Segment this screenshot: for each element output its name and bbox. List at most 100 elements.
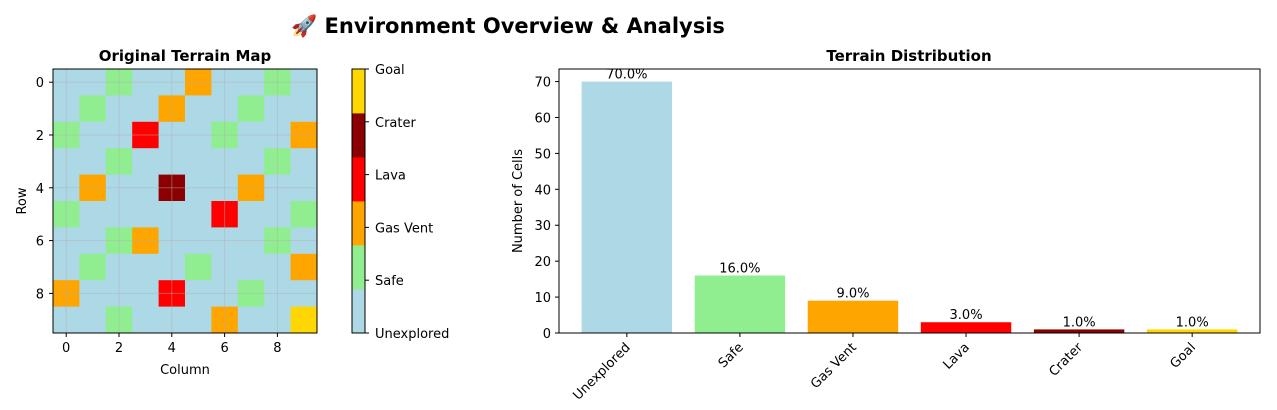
- terrain-cell-unexplored: [185, 306, 212, 334]
- terrain-cell-unexplored: [264, 174, 291, 202]
- terrain-cell-unexplored: [290, 227, 318, 255]
- bar-y-tick-label: 60: [534, 111, 551, 126]
- terrain-map-x-tick-label: 2: [115, 341, 123, 356]
- terrain-map-y-tick-label: 0: [36, 76, 44, 91]
- terrain-cell-unexplored: [237, 69, 265, 96]
- terrain-cell-safe: [105, 306, 133, 334]
- colorbar-tick-label: Gas Vent: [375, 221, 433, 236]
- bar-data-label: 70.0%: [606, 68, 647, 83]
- terrain-cell-unexplored: [105, 280, 133, 307]
- terrain-cell-unexplored: [211, 69, 239, 96]
- terrain-cell-unexplored: [53, 253, 80, 281]
- bar-x-tick-label: Crater: [1046, 340, 1086, 380]
- colorbar-ticks: Unexplored Safe Gas Vent Lava Crater Goal: [365, 63, 449, 342]
- terrain-cell-unexplored: [290, 280, 318, 307]
- terrain-cell-safe: [79, 95, 107, 123]
- terrain-cell-unexplored: [237, 306, 265, 334]
- terrain-cell-unexplored: [237, 253, 265, 281]
- bar-data-label: 9.0%: [836, 287, 869, 302]
- terrain-cell-unexplored: [211, 227, 239, 255]
- terrain-cell-unexplored: [264, 306, 291, 334]
- terrain-cell-unexplored: [132, 280, 159, 307]
- bar-x-tick-label: Lava: [940, 340, 972, 372]
- terrain-distribution-title: Terrain Distribution: [826, 47, 991, 65]
- terrain-cell-safe: [264, 69, 291, 96]
- terrain-cell-unexplored: [79, 201, 107, 228]
- terrain-cell-safe: [185, 253, 212, 281]
- terrain-cell-unexplored: [53, 69, 80, 96]
- terrain-cell-safe: [105, 227, 133, 255]
- terrain-cell-unexplored: [79, 306, 107, 334]
- terrain-cell-unexplored: [185, 280, 212, 307]
- terrain-cell-unexplored: [290, 95, 318, 123]
- terrain-cell-safe: [211, 121, 239, 149]
- terrain-cell-unexplored: [79, 280, 107, 307]
- terrain-cell-unexplored: [105, 95, 133, 123]
- terrain-cell-gas-vent: [211, 306, 239, 334]
- terrain-map-cells: [53, 69, 318, 334]
- bar-y-tick-label: 70: [534, 76, 551, 91]
- terrain-cell-unexplored: [185, 227, 212, 255]
- terrain-cell-unexplored: [211, 280, 239, 307]
- terrain-map-x-label: Column: [160, 363, 210, 378]
- terrain-cell-unexplored: [290, 69, 318, 96]
- terrain-cell-lava: [132, 121, 159, 149]
- colorbar-segment: [352, 245, 365, 290]
- bar-y-tick-label: 40: [534, 183, 551, 198]
- terrain-cell-unexplored: [237, 227, 265, 255]
- terrain-distribution-x-ticks: Unexplored Safe Gas Vent Lava Crater Goal: [570, 333, 1199, 403]
- bar-crater: [1033, 329, 1125, 333]
- terrain-cell-unexplored: [132, 306, 159, 334]
- terrain-cell-unexplored: [290, 174, 318, 202]
- terrain-cell-unexplored: [264, 253, 291, 281]
- terrain-colorbar: Unexplored Safe Gas Vent Lava Crater Goal: [351, 63, 449, 342]
- terrain-cell-unexplored: [185, 121, 212, 149]
- terrain-cell-gas-vent: [185, 69, 212, 96]
- colorbar-segment: [352, 113, 365, 158]
- terrain-cell-safe: [264, 227, 291, 255]
- terrain-map-y-ticks: 0 2 4 6 8: [36, 76, 53, 302]
- terrain-cell-unexplored: [105, 121, 133, 149]
- bar-data-label: 16.0%: [719, 262, 760, 277]
- terrain-map-y-tick-label: 6: [36, 235, 44, 250]
- colorbar-tick-label: Safe: [375, 274, 404, 289]
- terrain-cell-unexplored: [158, 121, 186, 149]
- terrain-cell-unexplored: [158, 227, 186, 255]
- terrain-cell-unexplored: [264, 95, 291, 123]
- terrain-cell-lava: [158, 280, 186, 307]
- terrain-cell-safe: [290, 201, 318, 228]
- bar-y-tick-label: 10: [534, 291, 551, 306]
- terrain-cell-gas-vent: [290, 253, 318, 281]
- colorbar-tick-label: Unexplored: [375, 327, 449, 342]
- terrain-cell-unexplored: [132, 253, 159, 281]
- terrain-cell-unexplored: [132, 148, 159, 175]
- bar-gas-vent: [807, 300, 899, 333]
- terrain-map-y-label: Row: [15, 187, 30, 214]
- terrain-cell-safe: [53, 121, 80, 149]
- terrain-map-x-tick-label: 8: [273, 341, 281, 356]
- bar-y-tick-label: 50: [534, 147, 551, 162]
- colorbar-segments: [352, 69, 365, 334]
- terrain-map-frame: [52, 68, 318, 334]
- terrain-cell-unexplored: [185, 174, 212, 202]
- terrain-map-title: Original Terrain Map: [99, 47, 272, 65]
- colorbar-tick-label: Goal: [375, 63, 405, 78]
- terrain-cell-safe: [105, 148, 133, 175]
- bar-unexplored: [581, 81, 673, 333]
- terrain-cell-lava: [211, 201, 239, 228]
- terrain-map-x-ticks: 0 2 4 6 8: [62, 333, 282, 356]
- terrain-cell-safe: [237, 95, 265, 123]
- colorbar-segment: [352, 157, 365, 202]
- terrain-cell-unexplored: [132, 201, 159, 228]
- bar-x-tick-label: Safe: [716, 340, 747, 371]
- terrain-cell-unexplored: [211, 148, 239, 175]
- terrain-cell-unexplored: [290, 148, 318, 175]
- terrain-cell-unexplored: [53, 148, 80, 175]
- colorbar-tick-label: Lava: [375, 169, 406, 184]
- terrain-cell-unexplored: [79, 69, 107, 96]
- colorbar-tick-label: Crater: [375, 116, 416, 131]
- terrain-cell-unexplored: [105, 174, 133, 202]
- terrain-cell-unexplored: [53, 306, 80, 334]
- terrain-distribution-frame: [558, 68, 1261, 334]
- terrain-cell-unexplored: [158, 306, 186, 334]
